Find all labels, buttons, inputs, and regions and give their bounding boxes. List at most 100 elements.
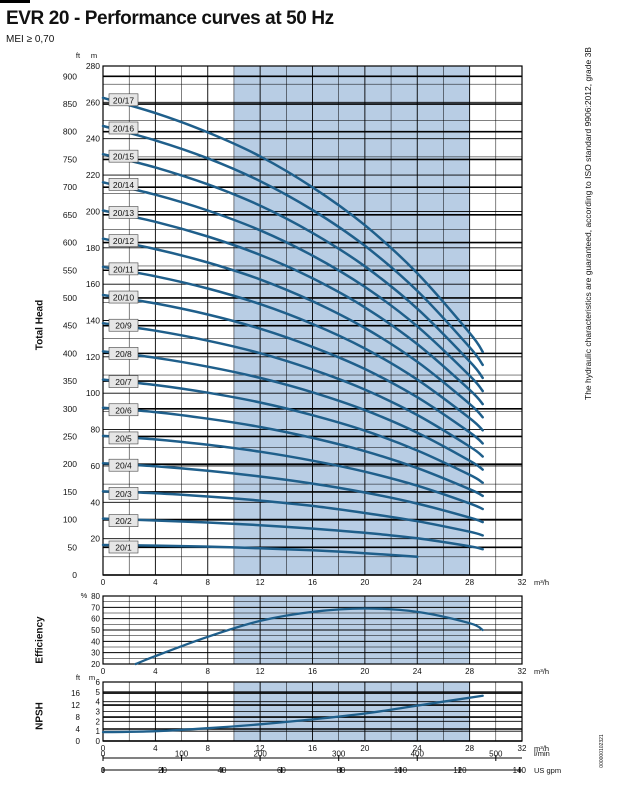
- npsh-curve: [101, 694, 484, 734]
- head-ft-tick-label: 300: [63, 404, 77, 414]
- efficiency-tick-label: 60: [91, 615, 100, 624]
- flow-axis-unit: US gpm: [534, 766, 561, 775]
- curve-label-box: [108, 149, 139, 163]
- npsh-x-tick-label: 8: [206, 744, 211, 753]
- flow-axis-tick-label: 140: [513, 766, 527, 775]
- head-m-tick-label: 260: [86, 97, 100, 107]
- curve-label: 20/16: [113, 123, 135, 133]
- npsh-m-tick-label: 3: [96, 708, 101, 717]
- flow-axis-tick-label: 60: [277, 766, 286, 775]
- efficiency-tick-label: 80: [91, 592, 100, 601]
- curve-label-box: [108, 262, 139, 276]
- head-m-unit: m: [91, 51, 97, 60]
- curve-label-box: [108, 403, 139, 417]
- head-ft-tick-label: 0: [72, 570, 77, 580]
- head-curve: [101, 543, 419, 559]
- npsh-x-tick-label: 12: [256, 744, 265, 753]
- head-m-tick-label: 160: [86, 279, 100, 289]
- head-m-tick-label: 140: [86, 316, 100, 326]
- efficiency-x-tick-label: 12: [256, 667, 265, 676]
- efficiency-tick-label: 50: [91, 626, 100, 635]
- head-m-tick-label: 100: [86, 388, 100, 398]
- efficiency-curve: [134, 607, 484, 666]
- head-m-tick-label: 60: [91, 461, 101, 471]
- curve-label: 20/2: [115, 516, 132, 526]
- head-m-tick-label: 200: [86, 206, 100, 216]
- flow-axis-tick-label: 20: [158, 766, 167, 775]
- npsh-m-tick-label: 1: [96, 727, 101, 736]
- head-ft-tick-label: 750: [63, 154, 77, 164]
- head-x-tick-label: 16: [308, 578, 317, 587]
- head-ft-tick-label: 250: [63, 431, 77, 441]
- npsh-x-tick-label: 24: [413, 744, 422, 753]
- head-ft-tick-label: 550: [63, 265, 77, 275]
- head-frame: [102, 65, 523, 576]
- head-x-tick-label: 0: [101, 578, 106, 587]
- head-ft-tick-label: 900: [63, 71, 77, 81]
- efficiency-x-tick-label: 4: [153, 667, 158, 676]
- head-x-tick-label: 12: [256, 578, 265, 587]
- npsh-ft-unit: ft: [76, 673, 81, 682]
- head-curve: [101, 181, 484, 393]
- curve-label: 20/15: [113, 152, 135, 162]
- head-curve: [101, 265, 484, 432]
- flow-axis-unit: l/min: [534, 749, 550, 758]
- curve-label-box: [108, 540, 139, 554]
- curve-label: 20/4: [115, 461, 132, 471]
- curve-label-box: [108, 431, 139, 445]
- efficiency-tick-label: 30: [91, 649, 100, 658]
- page-subtitle: MEI ≥ 0,70: [6, 34, 55, 45]
- curve-label-box: [108, 375, 139, 388]
- head-x-tick-label: 20: [360, 578, 369, 587]
- head-ft-tick-label: 700: [63, 182, 77, 192]
- curve-label: 20/10: [113, 293, 135, 303]
- npsh-x-tick-label: 20: [360, 744, 369, 753]
- head-curve: [101, 378, 484, 484]
- npsh-m-tick-label: 5: [96, 688, 101, 697]
- curve-label-box: [108, 514, 139, 527]
- head-ft-tick-label: 450: [63, 321, 77, 331]
- npsh-ft-tick-label: 12: [71, 701, 80, 710]
- efficiency-x-tick-label: 16: [308, 667, 317, 676]
- head-curve: [101, 517, 484, 551]
- curve-label: 20/3: [115, 489, 132, 499]
- curve-label-box: [108, 487, 139, 500]
- curve-label: 20/1: [115, 543, 132, 553]
- npsh-frame: [102, 681, 523, 742]
- head-ft-tick-label: 600: [63, 238, 77, 248]
- curve-label: 20/14: [113, 180, 135, 190]
- npsh-x-tick-label: 4: [153, 744, 158, 753]
- curve-label: 20/11: [113, 264, 134, 274]
- efficiency-x-tick-label: 20: [360, 667, 369, 676]
- head-ft-tick-label: 200: [63, 459, 77, 469]
- efficiency-unit: %: [81, 591, 88, 600]
- curve-label: 20/7: [115, 377, 132, 387]
- curve-label-box: [108, 121, 139, 135]
- curve-label: 20/6: [115, 405, 132, 415]
- curve-label: 20/12: [113, 236, 135, 246]
- curve-label-box: [108, 458, 139, 472]
- curve-label-box: [108, 178, 139, 191]
- head-curve: [101, 490, 484, 537]
- head-curve: [101, 461, 484, 524]
- head-x-tick-label: 32: [518, 578, 527, 587]
- curve-label-box: [108, 206, 139, 219]
- head-curve: [101, 124, 484, 367]
- head-x-tick-label: 28: [465, 578, 474, 587]
- npsh-x-tick-label: 28: [465, 744, 474, 753]
- head-x-tick-label: 24: [413, 578, 422, 587]
- flow-axis-tick-label: 300: [332, 750, 346, 759]
- npsh-ft-tick-label: 0: [76, 737, 81, 746]
- flow-axis-tick-label: 200: [253, 750, 267, 759]
- flow-axis-tick-label: 0: [101, 750, 106, 759]
- head-ft-tick-label: 400: [63, 348, 77, 358]
- curve-label-box: [108, 93, 139, 107]
- npsh-m-tick-label: 2: [96, 717, 101, 726]
- curve-label-box: [108, 318, 139, 332]
- curve-label: 20/13: [113, 208, 135, 218]
- efficiency-x-tick-label: 8: [206, 667, 211, 676]
- head-curve: [101, 350, 484, 471]
- head-curve: [101, 293, 484, 445]
- curve-label-box: [108, 234, 139, 247]
